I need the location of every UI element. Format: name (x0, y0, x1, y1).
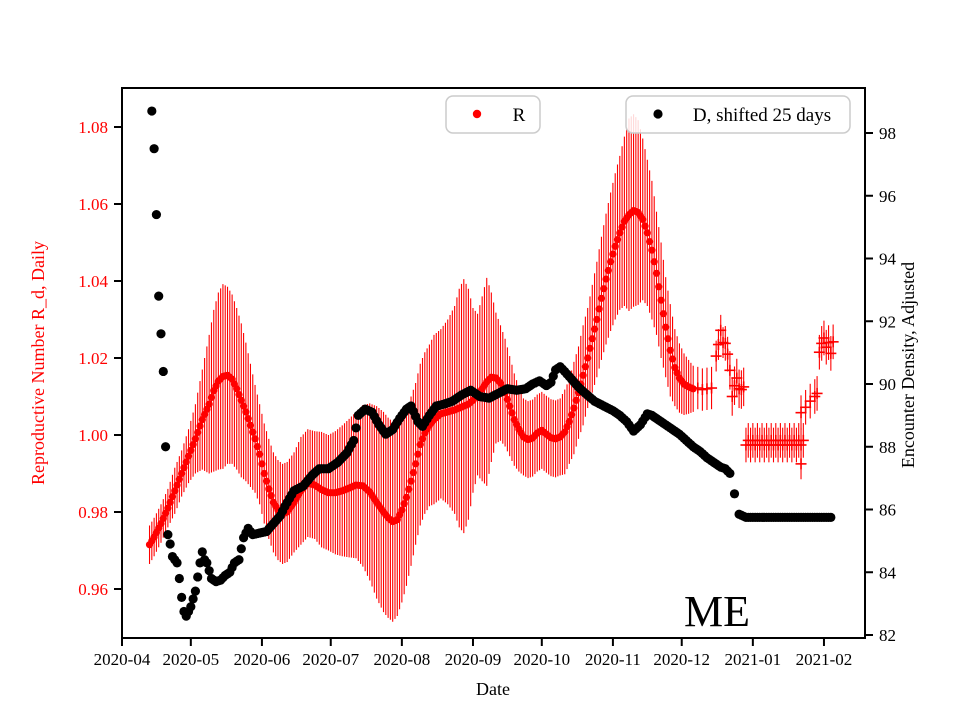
x-tick-label: 2020-08 (374, 650, 431, 669)
r-series-plus-markers (692, 314, 839, 480)
x-tick-label: 2021-01 (725, 650, 782, 669)
d-series-markers (147, 106, 836, 621)
y-right-tick-label: 94 (879, 250, 897, 269)
axis-ticks: 2020-04 2020-05 2020-06 2020-07 2020-08 2020-… (78, 118, 896, 669)
legend-d-box (625, 95, 851, 134)
r-series-markers (145, 206, 697, 549)
y-left-tick-label: 1.02 (78, 349, 108, 368)
y-left-tick-label: 0.98 (78, 503, 108, 522)
y-left-tick-label: 0.96 (78, 580, 108, 599)
y-left-tick-label: 1.06 (78, 195, 108, 214)
y-right-tick-label: 82 (879, 626, 896, 645)
x-tick-label: 2020-10 (513, 650, 570, 669)
x-tick-label: 2020-05 (162, 650, 219, 669)
x-tick-label: 2020-06 (234, 650, 291, 669)
y-right-axis-title: Encounter Density, Adjusted (898, 262, 918, 468)
legend-r-box (445, 95, 541, 134)
y-right-tick-label: 86 (879, 501, 896, 520)
y-left-tick-label: 1.08 (78, 118, 108, 137)
legend-d-marker-icon (653, 109, 663, 119)
legend-d-label: D, shifted 25 days (693, 105, 831, 126)
legend-r-label: R (513, 105, 526, 126)
y-right-tick-label: 90 (879, 375, 896, 394)
x-tick-label: 2021-02 (796, 650, 853, 669)
axes-frame (121, 87, 866, 639)
x-tick-label: 2020-07 (302, 650, 359, 669)
y-left-axis-title: Reproductive Number R_d, Daily (28, 241, 48, 485)
x-tick-label: 2020-04 (94, 650, 151, 669)
legend-r-marker-icon (472, 109, 482, 119)
x-tick-label: 2020-09 (445, 650, 502, 669)
y-right-tick-label: 98 (879, 124, 896, 143)
x-tick-label: 2020-12 (653, 650, 710, 669)
y-left-tick-label: 1.04 (78, 272, 108, 291)
legend-r: R (445, 95, 541, 134)
legend-d: D, shifted 25 days (625, 95, 851, 134)
x-tick-label: 2020-11 (585, 650, 641, 669)
y-right-tick-label: 88 (879, 438, 896, 457)
x-axis-title: Date (476, 679, 510, 699)
y-right-tick-label: 96 (879, 187, 896, 206)
state-annotation: ME (684, 587, 750, 636)
y-right-tick-label: 84 (879, 563, 897, 582)
r-series-errorbars (148, 114, 694, 622)
y-right-tick-label: 92 (879, 312, 896, 331)
y-left-tick-label: 1.00 (78, 426, 108, 445)
